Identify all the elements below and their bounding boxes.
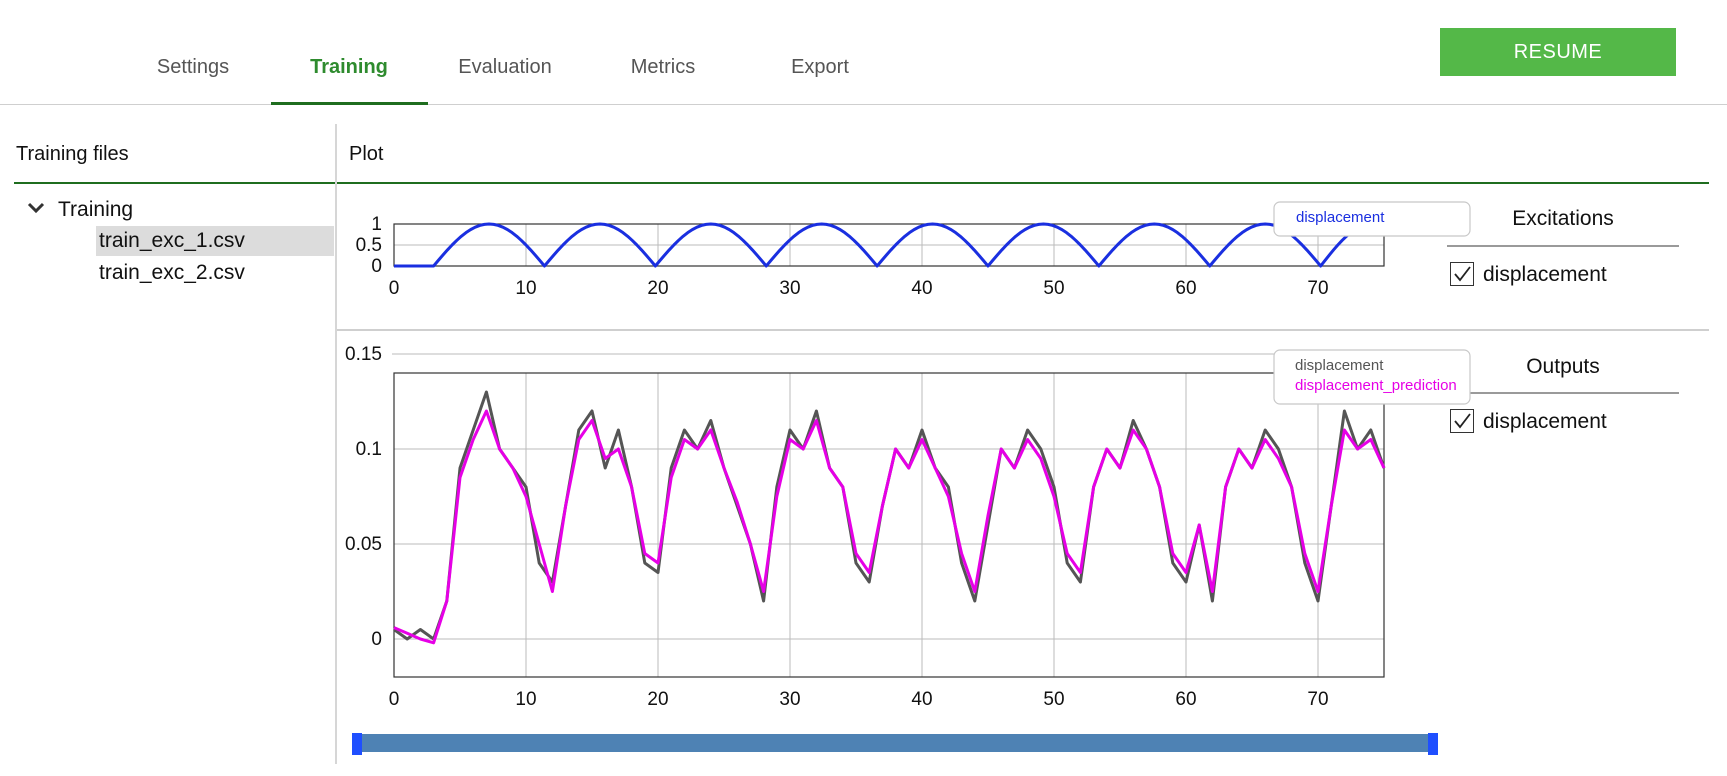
y-tick-label: 0.05 <box>345 534 382 555</box>
plot-title: Plot <box>349 143 384 165</box>
panel-splitter[interactable] <box>335 124 337 764</box>
legend-entry: displacement <box>1296 209 1385 226</box>
x-tick-label: 0 <box>389 689 400 708</box>
x-tick-label: 50 <box>1043 278 1064 299</box>
x-tick-label: 20 <box>647 689 668 708</box>
excitation-displacement-checkbox[interactable] <box>1450 262 1474 286</box>
output-displacement-checkbox[interactable] <box>1450 409 1474 433</box>
legend-entry: displacement_prediction <box>1295 377 1457 394</box>
tab-bar-divider <box>0 104 1727 105</box>
x-tick-label: 10 <box>515 278 536 299</box>
series-line-displacement_prediction <box>393 409 1386 645</box>
legend-box <box>1273 349 1471 405</box>
x-tick-label: 30 <box>779 689 800 708</box>
x-tick-label: 30 <box>779 278 800 299</box>
tab-settings[interactable]: Settings <box>156 56 230 78</box>
tree-root-training[interactable]: Training <box>58 198 134 221</box>
series-line-displacement <box>393 390 1386 641</box>
legend-box <box>1273 201 1471 237</box>
x-tick-label: 50 <box>1043 689 1064 708</box>
x-tick-label: 0 <box>389 278 400 299</box>
left-panel-header-line <box>14 182 336 184</box>
x-tick-label: 40 <box>911 278 932 299</box>
active-tab-indicator <box>271 102 428 105</box>
excitation-displacement-label: displacement <box>1483 263 1607 286</box>
x-tick-label: 60 <box>1175 278 1196 299</box>
check-icon <box>1454 413 1471 429</box>
tab-metrics[interactable]: Metrics <box>630 56 696 78</box>
training-files-title: Training files <box>16 143 129 165</box>
x-tick-label: 10 <box>515 689 536 708</box>
x-tick-label: 20 <box>647 278 668 299</box>
range-slider-end-handle[interactable] <box>1428 733 1438 755</box>
tab-training[interactable]: Training <box>310 56 388 78</box>
range-slider-track[interactable] <box>352 734 1438 752</box>
x-tick-label: 70 <box>1307 689 1328 708</box>
y-tick-label: 0.1 <box>356 439 382 460</box>
tab-evaluation[interactable]: Evaluation <box>458 56 552 78</box>
excitations-title: Excitations <box>1512 207 1614 230</box>
x-tick-label: 40 <box>911 689 932 708</box>
y-tick-label: 0.15 <box>345 344 382 365</box>
chevron-down-icon[interactable] <box>26 200 46 216</box>
tree-file-item[interactable]: train_exc_1.csv <box>96 226 334 256</box>
resume-button[interactable]: RESUME <box>1440 28 1676 76</box>
check-icon <box>1454 266 1471 282</box>
excitations-divider <box>1447 245 1679 247</box>
y-tick-label: 1 <box>371 214 382 235</box>
x-tick-label: 60 <box>1175 689 1196 708</box>
tab-export[interactable]: Export <box>791 56 849 78</box>
legend-entry: displacement <box>1295 357 1384 374</box>
outputs-divider <box>1447 392 1679 394</box>
plot-frame <box>393 223 1385 267</box>
range-slider-start-handle[interactable] <box>352 733 362 755</box>
plot-panel-header-line <box>337 182 1709 184</box>
plot-splitter[interactable] <box>337 329 1709 331</box>
y-tick-label: 0 <box>371 629 382 650</box>
y-tick-label: 0.5 <box>356 235 382 256</box>
y-tick-label: 0 <box>371 256 382 277</box>
x-tick-label: 70 <box>1307 278 1328 299</box>
outputs-title: Outputs <box>1526 355 1600 378</box>
output-displacement-label: displacement <box>1483 410 1607 433</box>
tree-file-item[interactable]: train_exc_2.csv <box>99 261 245 284</box>
plot-frame <box>393 372 1385 678</box>
series-line-displacement <box>394 222 1382 268</box>
output-chart[interactable]: 0 10 20 30 40 50 60 70 0 0.05 0.1 0.15 displacement d… <box>340 338 1727 708</box>
